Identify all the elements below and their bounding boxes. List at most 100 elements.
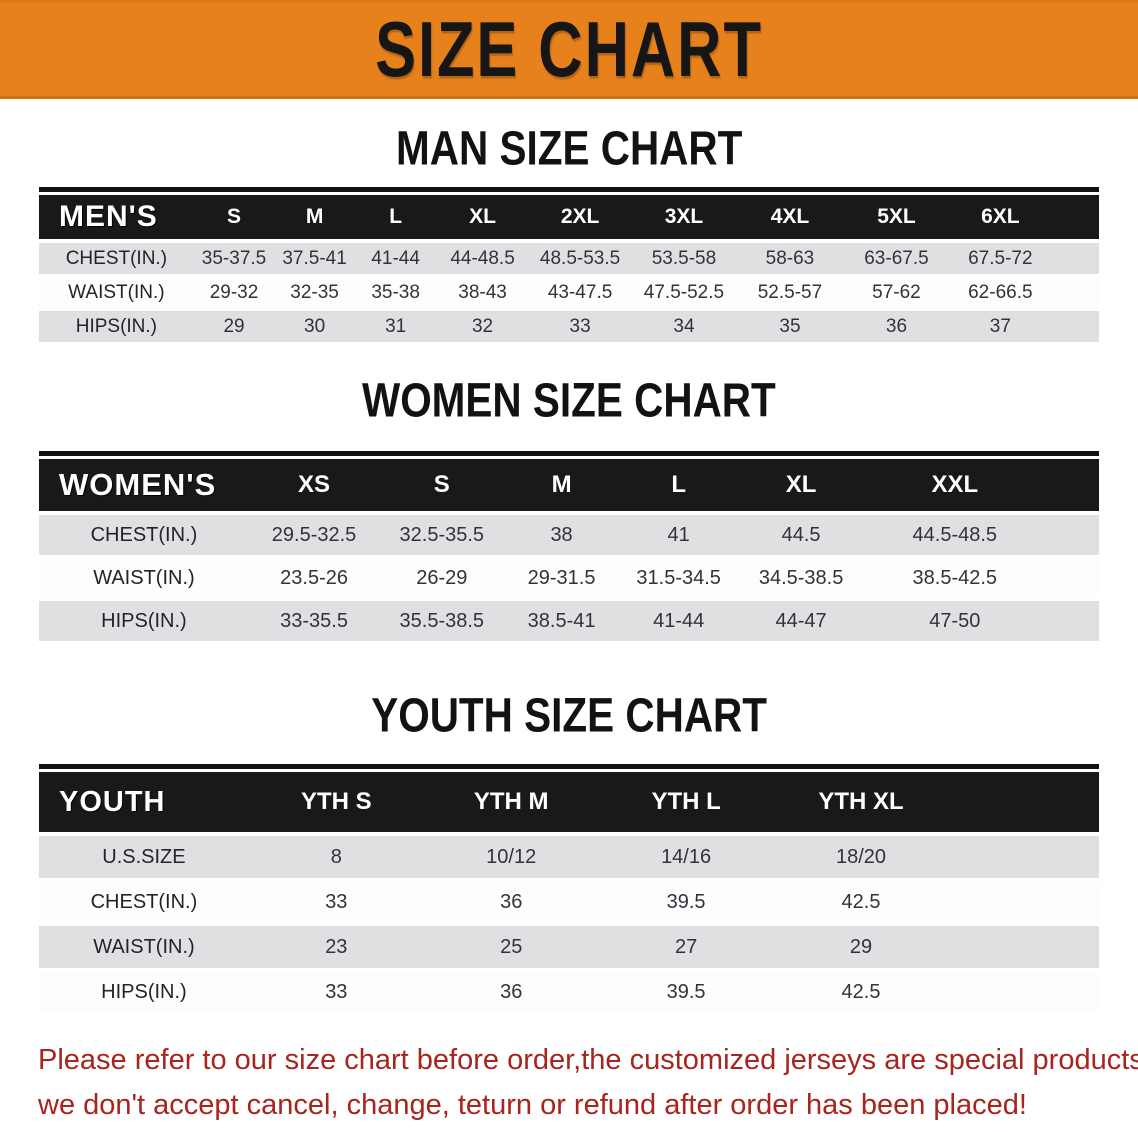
size-value-cell: 37.5-41 [274, 241, 355, 277]
size-column-header: YTH S [248, 772, 424, 836]
size-value-cell: 41 [618, 513, 739, 558]
size-value-cell: 25 [423, 924, 599, 971]
size-column-header: L [354, 195, 437, 243]
measurement-row-label: CHEST(IN.) [39, 241, 194, 277]
size-value-cell: 33 [248, 969, 424, 1016]
measurement-row: WAIST(IN.) 23.5-26 26-29 29-31.5 31.5-34.5 34… [39, 556, 1099, 601]
size-value-cell: 36 [843, 309, 950, 345]
women-size-heading: WOMEN SIZE CHART [362, 373, 776, 428]
size-value-cell: 32.5-35.5 [379, 513, 505, 558]
spacer-cell [1051, 309, 1099, 345]
size-value-cell: 38.5-41 [504, 599, 619, 644]
size-value-cell: 42.5 [773, 879, 949, 926]
measurement-row-label: WAIST(IN.) [39, 275, 194, 311]
women-size-table-wrap: WOMEN'S XS S M L XL XXL CHEST(IN.) 29.5-32.5 32.5… [39, 451, 1099, 644]
size-column-header: M [274, 195, 355, 243]
measurement-row-label: HIPS(IN.) [39, 969, 249, 1016]
table-corner-label: YOUTH [39, 772, 249, 836]
size-table-header-row: MEN'S S M L XL 2XL 3XL 4XL 5XL 6XL [39, 195, 1099, 243]
spacer-cell [1045, 459, 1099, 515]
size-table-header-row: YOUTH YTH S YTH M YTH L YTH XL [39, 772, 1099, 836]
size-table-header-row: WOMEN'S XS S M L XL XXL [39, 459, 1099, 515]
size-value-cell: 38.5-42.5 [863, 556, 1046, 601]
size-value-cell: 14/16 [598, 834, 774, 881]
size-value-cell: 36 [423, 879, 599, 926]
measurement-row-label: HIPS(IN.) [39, 599, 249, 644]
size-value-cell: 29.5-32.5 [248, 513, 380, 558]
size-value-cell: 52.5-57 [736, 275, 844, 311]
size-value-cell: 41-44 [354, 241, 437, 277]
size-column-header: YTH XL [773, 772, 949, 836]
size-value-cell: 67.5-72 [949, 241, 1052, 277]
measurement-row: WAIST(IN.) 23 25 27 29 [39, 924, 1099, 971]
size-column-header: 2XL [528, 195, 632, 243]
size-value-cell: 48.5-53.5 [528, 241, 632, 277]
spacer-cell [1045, 556, 1099, 601]
size-column-header: 3XL [631, 195, 737, 243]
men-size-table-wrap: MEN'S S M L XL 2XL 3XL 4XL 5XL 6XL CHEST(IN.) 35-37… [39, 187, 1099, 345]
spacer-cell [948, 834, 1099, 881]
size-value-cell: 26-29 [379, 556, 505, 601]
size-value-cell: 35.5-38.5 [379, 599, 505, 644]
size-column-header: S [193, 195, 275, 243]
size-value-cell: 27 [598, 924, 774, 971]
size-value-cell: 38 [504, 513, 619, 558]
spacer-cell [948, 924, 1099, 971]
size-column-header: 4XL [736, 195, 844, 243]
measurement-row: WAIST(IN.) 29-32 32-35 35-38 38-43 43-47.5 47.… [39, 275, 1099, 311]
spacer-cell [1045, 599, 1099, 644]
size-value-cell: 42.5 [773, 969, 949, 1016]
spacer-cell [1051, 275, 1099, 311]
size-value-cell: 37 [949, 309, 1052, 345]
banner-title: SIZE CHART [375, 5, 763, 93]
men-size-table: MEN'S S M L XL 2XL 3XL 4XL 5XL 6XL CHEST(IN.) 35-37… [39, 195, 1099, 345]
size-value-cell: 57-62 [843, 275, 950, 311]
table-top-rule [39, 451, 1099, 456]
spacer-cell [1045, 513, 1099, 558]
size-value-cell: 44.5 [738, 513, 864, 558]
size-column-header: YTH L [598, 772, 774, 836]
measurement-row: HIPS(IN.) 29 30 31 32 33 34 35 36 37 [39, 309, 1099, 345]
size-value-cell: 33 [528, 309, 632, 345]
size-value-cell: 10/12 [423, 834, 599, 881]
size-value-cell: 33-35.5 [248, 599, 380, 644]
size-value-cell: 63-67.5 [843, 241, 950, 277]
size-chart-banner: SIZE CHART [0, 0, 1138, 99]
size-value-cell: 31.5-34.5 [618, 556, 739, 601]
size-value-cell: 43-47.5 [528, 275, 632, 311]
spacer-cell [948, 879, 1099, 926]
measurement-row: HIPS(IN.) 33-35.5 35.5-38.5 38.5-41 41-44 44-… [39, 599, 1099, 644]
measurement-row: CHEST(IN.) 35-37.5 37.5-41 41-44 44-48.5 48.5… [39, 241, 1099, 277]
table-top-rule [39, 187, 1099, 192]
size-value-cell: 8 [248, 834, 424, 881]
size-value-cell: 23.5-26 [248, 556, 380, 601]
size-value-cell: 39.5 [598, 879, 774, 926]
size-column-header: 6XL [949, 195, 1052, 243]
size-value-cell: 29 [193, 309, 275, 345]
measurement-row: U.S.SIZE 8 10/12 14/16 18/20 [39, 834, 1099, 881]
size-value-cell: 32-35 [274, 275, 355, 311]
measurement-row-label: HIPS(IN.) [39, 309, 194, 345]
measurement-row-label: CHEST(IN.) [39, 879, 249, 926]
size-value-cell: 62-66.5 [949, 275, 1052, 311]
size-value-cell: 23 [248, 924, 424, 971]
youth-size-heading: YOUTH SIZE CHART [371, 688, 767, 743]
measurement-row: CHEST(IN.) 29.5-32.5 32.5-35.5 38 41 44.5 44.5… [39, 513, 1099, 558]
size-column-header: YTH M [423, 772, 599, 836]
size-column-header: XS [248, 459, 380, 515]
disclaimer-line-2: we don't accept cancel, change, teturn o… [38, 1089, 1027, 1121]
women-size-table: WOMEN'S XS S M L XL XXL CHEST(IN.) 29.5-32.5 32.5… [39, 459, 1099, 644]
size-column-header: S [379, 459, 505, 515]
size-value-cell: 29-31.5 [504, 556, 619, 601]
size-value-cell: 44.5-48.5 [863, 513, 1046, 558]
size-value-cell: 29 [773, 924, 949, 971]
size-value-cell: 41-44 [618, 599, 739, 644]
size-column-header: M [504, 459, 619, 515]
youth-size-table: YOUTH YTH S YTH M YTH L YTH XL U.S.SIZE 8 10/12… [39, 772, 1099, 1016]
size-value-cell: 32 [436, 309, 529, 345]
size-column-header: XXL [863, 459, 1046, 515]
spacer-cell [948, 772, 1099, 836]
spacer-cell [948, 969, 1099, 1016]
measurement-row: HIPS(IN.) 33 36 39.5 42.5 [39, 969, 1099, 1016]
size-value-cell: 29-32 [193, 275, 275, 311]
